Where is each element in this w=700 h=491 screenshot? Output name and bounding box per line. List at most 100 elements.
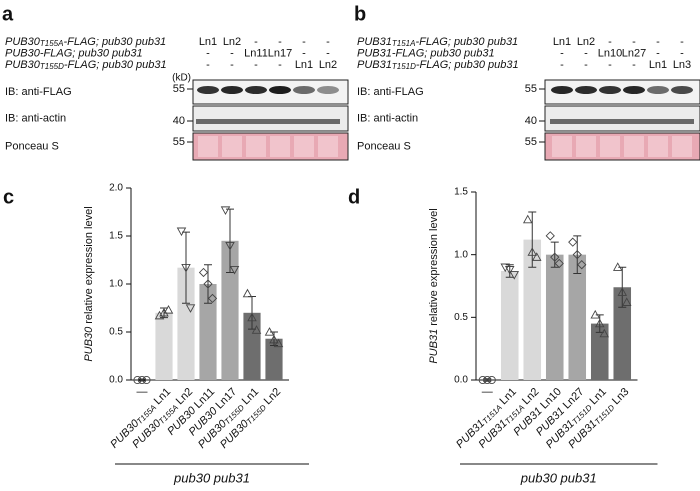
error-bar <box>138 378 146 382</box>
lane <box>648 136 668 157</box>
band <box>220 119 244 124</box>
y-tick-label: 2.0 <box>109 183 123 194</box>
data-point <box>137 375 147 385</box>
lane-label: - <box>230 59 234 71</box>
band <box>197 86 219 94</box>
data-point <box>273 338 284 348</box>
data-point <box>163 304 174 314</box>
data-point <box>572 250 582 260</box>
y-tick-label: 0.5 <box>109 327 123 338</box>
text-part: T155D <box>40 62 64 71</box>
y-tick-label: 1.0 <box>109 279 123 290</box>
data-point <box>509 271 520 280</box>
band <box>293 86 315 94</box>
kd-label: (kD) <box>172 73 191 84</box>
lane-label: Ln10 <box>598 47 622 59</box>
lane <box>552 136 572 157</box>
data-point <box>478 375 487 385</box>
lane-label: - <box>656 36 660 48</box>
blot-label: Ponceau S <box>357 140 411 152</box>
data-point <box>612 262 623 271</box>
lane <box>198 136 218 157</box>
data-point <box>247 312 257 322</box>
lane <box>246 136 266 157</box>
band <box>647 86 669 94</box>
blot-label: IB: anti-actin <box>5 112 66 124</box>
y-tick-label: 0.0 <box>454 375 468 386</box>
data-point <box>181 264 191 273</box>
bar <box>500 270 519 380</box>
text-part: relative expression level <box>428 208 440 328</box>
text-part: -FLAG; pub30 pub31 <box>415 36 518 48</box>
band <box>574 119 598 124</box>
bar <box>177 267 195 380</box>
data-point <box>594 318 605 328</box>
genotype-label: PUB31T151A-FLAG; pub30 pub31 <box>357 36 518 48</box>
lane-label: - <box>254 36 258 48</box>
y-tick-label: 1.0 <box>454 249 468 260</box>
lane-label: - <box>608 36 612 48</box>
data-point <box>159 307 169 317</box>
error-bar <box>550 241 559 268</box>
band <box>575 86 597 94</box>
band <box>598 119 622 124</box>
panel-letter: b <box>354 3 366 25</box>
data-point <box>599 328 610 338</box>
group-label: pub30 pub31 <box>173 470 250 485</box>
y-tick-label: 0.5 <box>454 312 468 323</box>
blot-label: IB: anti-FLAG <box>5 86 72 98</box>
lane-label: - <box>560 59 564 71</box>
text-part: -FLAG; pub30 pub31 <box>40 47 143 59</box>
lane-label: Ln1 <box>295 59 313 71</box>
data-point <box>220 206 231 216</box>
lane-label: - <box>584 59 588 71</box>
band <box>268 119 292 124</box>
lane-label: Ln2 <box>577 36 595 48</box>
x-tick-label: — <box>482 386 493 398</box>
lane-label: Ln2 <box>319 59 337 71</box>
lane-label: - <box>680 36 684 48</box>
data-point <box>269 334 279 344</box>
genotype-label: PUB30-FLAG; pub30 pub31 <box>5 47 143 59</box>
data-point <box>504 266 515 275</box>
lane-label: - <box>326 36 330 48</box>
mw-marker: 55 <box>173 136 185 148</box>
band <box>671 86 693 94</box>
blot-label: Ponceau S <box>5 140 59 152</box>
mw-marker: 40 <box>173 115 185 127</box>
lane-label: - <box>302 47 306 59</box>
band <box>551 86 573 94</box>
band <box>646 119 670 124</box>
data-point <box>203 279 213 289</box>
lane-label: - <box>560 47 564 59</box>
blot-label: IB: anti-actin <box>357 112 418 124</box>
mw-marker: 55 <box>525 83 537 95</box>
text-part: T151A <box>392 39 416 48</box>
band <box>316 119 340 124</box>
bar <box>265 338 283 380</box>
text-part: -FLAG; pub30 pub31 <box>416 59 519 71</box>
data-point <box>207 293 218 304</box>
lane-label: - <box>206 47 210 59</box>
lane-label: Ln2 <box>223 36 241 48</box>
lane-label: - <box>680 47 684 59</box>
band <box>317 86 339 94</box>
band <box>623 86 645 94</box>
error-bar <box>528 211 537 268</box>
data-point <box>527 247 538 256</box>
lane-label: - <box>278 59 282 71</box>
lane <box>294 136 314 157</box>
text-part: -FLAG; pub30 pub31 <box>64 59 167 71</box>
data-point <box>251 325 262 334</box>
data-point <box>225 241 235 251</box>
y-tick-label: 0.0 <box>109 375 123 386</box>
data-point <box>154 310 165 320</box>
band <box>221 86 243 94</box>
data-point <box>264 327 275 336</box>
text-part: relative expression level <box>83 206 95 326</box>
mw-marker: 40 <box>525 115 537 127</box>
lane-label: - <box>608 59 612 71</box>
mw-marker: 55 <box>173 83 185 95</box>
data-point <box>522 214 533 224</box>
